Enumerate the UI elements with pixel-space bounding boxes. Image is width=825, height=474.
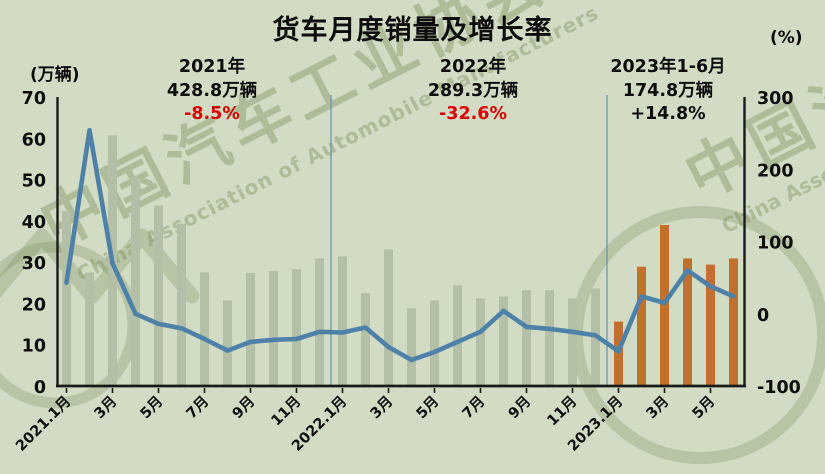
sales-bar: [453, 285, 462, 386]
sales-bar: [246, 272, 255, 386]
left-axis-tick-label: 10: [22, 337, 46, 357]
left-axis-tick-label: 0: [34, 378, 46, 398]
sales-bar: [706, 264, 715, 386]
right-axis-tick-label: -100: [757, 378, 801, 398]
sales-bar: [269, 270, 278, 386]
sales-bar: [200, 272, 209, 386]
sales-bar: [154, 205, 163, 386]
sales-bar: [660, 224, 669, 386]
right-axis-tick-label: 100: [757, 234, 794, 254]
sales-bar: [338, 256, 347, 386]
chart-title: 货车月度销量及增长率: [272, 15, 553, 46]
sales-bar: [361, 293, 370, 386]
sales-bar: [407, 308, 416, 386]
left-axis-tick-label: 50: [22, 172, 46, 192]
sales-bar: [499, 296, 508, 386]
right-axis-tick-label: 200: [757, 161, 794, 181]
sales-bar: [131, 177, 140, 386]
annotation-year: 2022年: [439, 57, 507, 77]
left-axis-tick-label: 70: [22, 89, 46, 109]
right-axis-tick-label: 300: [757, 89, 794, 109]
sales-bar: [522, 290, 531, 386]
x-axis-label: 5月: [137, 393, 166, 422]
annotation-2022: 2022年 289.3万辆 -32.6%: [383, 56, 563, 127]
x-axis-label: 7月: [183, 393, 212, 422]
sales-bar: [223, 300, 232, 386]
left-axis-tick-label: 20: [22, 295, 46, 315]
left-axis-tick-label: 30: [22, 254, 46, 274]
sales-bar: [177, 223, 186, 386]
annotation-total: 289.3万辆: [427, 80, 519, 101]
x-axis-label: 5月: [689, 393, 718, 422]
left-axis-unit: (万辆): [30, 65, 80, 85]
annotation-growth: -8.5%: [184, 104, 240, 124]
sales-bar: [545, 290, 554, 386]
sales-bar: [430, 300, 439, 386]
x-axis-label: 2021.1月: [12, 393, 74, 455]
sales-bar: [384, 249, 393, 386]
annotation-year: 2021年: [178, 57, 246, 77]
right-axis-tick-label: 0: [757, 306, 769, 326]
annotation-2021: 2021年 428.8万辆 -8.5%: [122, 56, 302, 127]
left-axis-tick-label: 40: [22, 213, 46, 233]
annotation-2023: 2023年1-6月 174.8万辆 +14.8%: [578, 56, 758, 127]
right-axis-unit: (%): [770, 28, 803, 48]
x-axis-label: 11月: [544, 393, 581, 430]
sales-bar: [637, 266, 646, 386]
x-axis-label: 3月: [367, 393, 396, 422]
annotation-growth: +14.8%: [630, 104, 706, 124]
sales-bar: [292, 269, 301, 386]
sales-bar: [729, 258, 738, 386]
annotation-year: 2023年1-6月: [610, 57, 726, 77]
left-axis-tick-label: 60: [22, 130, 46, 150]
sales-bar: [476, 298, 485, 386]
x-axis-label: 3月: [91, 393, 120, 422]
sales-bar: [683, 258, 692, 386]
annotation-growth: -32.6%: [439, 104, 507, 124]
sales-bar: [568, 298, 577, 386]
sales-bar: [62, 210, 71, 386]
x-axis-label: 7月: [459, 393, 488, 422]
x-axis-label: 5月: [413, 393, 442, 422]
x-axis-label: 11月: [268, 393, 305, 430]
x-axis-label: 3月: [643, 393, 672, 422]
sales-bar: [614, 321, 623, 386]
x-axis-label: 9月: [229, 393, 258, 422]
annotation-total: 428.8万辆: [166, 80, 258, 101]
growth-rate-line: [64, 127, 736, 363]
x-axis-label: 9月: [505, 393, 534, 422]
sales-bar: [315, 258, 324, 386]
annotation-total: 174.8万辆: [622, 80, 714, 101]
sales-bar: [85, 272, 94, 386]
